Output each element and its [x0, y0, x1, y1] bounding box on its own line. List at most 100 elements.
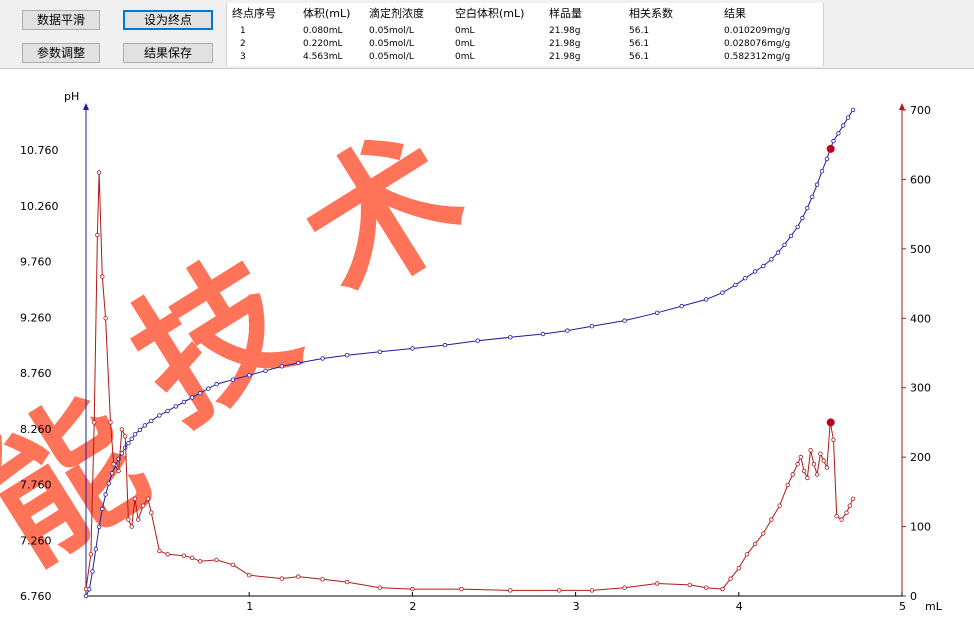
left-axis-label: pH	[64, 90, 79, 103]
ph-point	[850, 107, 856, 113]
derivative-point	[129, 524, 134, 529]
table-cell: 0.028076mg/g	[724, 39, 791, 49]
ph-point	[90, 569, 95, 574]
ph-point	[149, 418, 154, 424]
derivative-point	[230, 562, 236, 567]
smooth-data-button[interactable]: 数据平滑	[22, 10, 100, 30]
derivative-point	[108, 420, 113, 425]
x-tick-label: 1	[246, 600, 253, 613]
derivative-point	[847, 503, 852, 508]
x-tick-label: 3	[573, 600, 580, 613]
derivative-point	[197, 559, 203, 564]
x-tick-label: 2	[409, 600, 416, 613]
right-axis-arrow	[899, 103, 905, 110]
ph-point	[206, 386, 211, 391]
derivative-point	[769, 517, 774, 522]
left-axis-arrow	[83, 103, 89, 110]
ph-point	[655, 310, 660, 315]
ph-point	[100, 506, 105, 512]
derivative-point	[824, 465, 830, 470]
derivative-point	[126, 517, 131, 522]
ph-point	[377, 349, 382, 354]
right-tick-label: 700	[910, 104, 931, 117]
table-cell: 4.563mL	[303, 52, 343, 62]
ph-point	[795, 224, 800, 230]
ph-point	[197, 390, 203, 396]
table-cell: 1	[240, 26, 246, 36]
save-result-button[interactable]: 结果保存	[123, 43, 213, 63]
ph-point	[214, 381, 219, 387]
left-tick-label: 7.760	[20, 479, 52, 492]
ph-point	[800, 215, 805, 221]
table-cell: 0.010209mg/g	[724, 26, 791, 36]
ph-point	[189, 395, 195, 400]
ph-point	[733, 282, 738, 288]
ph-point	[442, 342, 448, 348]
table-cell: 2	[240, 39, 246, 49]
set-endpoint-button[interactable]: 设为终点	[123, 10, 213, 30]
titration-chart-panel: 能技术 pH 6.760 7.260 7.760 8.260 8.760 9.260 9.76…	[0, 68, 974, 639]
table-cell: 56.1	[629, 39, 650, 49]
ph-point	[540, 331, 546, 337]
ph-point	[769, 257, 774, 262]
ph-point	[775, 250, 781, 255]
watermark: 能技术	[0, 103, 494, 595]
derivative-point	[808, 448, 813, 453]
chart-series	[83, 107, 856, 599]
derivative-series-line	[85, 172, 854, 591]
derivative-point	[459, 586, 464, 592]
table-cell: 21.98g	[549, 39, 581, 49]
right-tick-label: 0	[910, 590, 917, 603]
ph-point	[165, 408, 170, 414]
table-cell: 56.1	[629, 52, 650, 62]
derivative-point	[145, 496, 151, 501]
ph-point	[841, 123, 846, 128]
table-cell: 21.98g	[549, 52, 581, 62]
ph-point	[181, 399, 187, 405]
ph-point	[845, 115, 851, 120]
table-cell: 0.220mL	[303, 39, 343, 49]
derivative-point	[798, 454, 803, 460]
ph-point	[836, 131, 841, 136]
derivative-point	[844, 510, 849, 515]
col-header-endpoint-no: 终点序号	[232, 7, 276, 20]
right-tick-label: 100	[910, 521, 931, 534]
derivative-point	[818, 451, 823, 456]
derivative-point	[814, 472, 820, 477]
derivative-point	[100, 274, 105, 279]
ph-point	[819, 168, 825, 174]
derivative-point	[777, 503, 782, 508]
ph-point	[589, 324, 595, 329]
left-tick-label: 6.760	[20, 590, 52, 603]
derivative-point	[761, 531, 766, 536]
derivative-point	[752, 541, 758, 547]
derivative-point	[132, 496, 138, 501]
derivative-point	[687, 582, 692, 588]
derivative-point	[410, 586, 415, 592]
ph-point	[109, 471, 115, 476]
table-cell: 0.582312mg/g	[724, 52, 791, 62]
left-tick-label: 8.260	[20, 423, 52, 436]
derivative-point	[116, 468, 121, 474]
ph-point	[782, 242, 787, 247]
derivative-point	[320, 577, 325, 582]
ph-point	[743, 275, 748, 281]
watermark-char: 技	[105, 228, 324, 455]
derivative-point	[91, 420, 97, 425]
left-tick-label: 9.760	[20, 256, 52, 269]
adjust-params-button[interactable]: 参数调整	[22, 43, 100, 63]
ph-point	[475, 338, 480, 343]
derivative-point	[850, 496, 856, 501]
derivative-point	[508, 588, 513, 593]
derivative-point	[157, 548, 162, 554]
derivative-point	[785, 482, 790, 488]
ph-point	[508, 335, 513, 340]
derivative-point	[189, 555, 195, 560]
ph-point	[704, 297, 709, 302]
ph-point	[679, 303, 684, 309]
right-tick-label: 200	[910, 451, 931, 464]
toolbar: 数据平滑 设为终点 参数调整 结果保存 终点序号 体积(mL) 滴定剂浓度 空白…	[0, 0, 974, 69]
endpoint-marker	[826, 418, 835, 427]
chart-axes: pH 6.760 7.260 7.760 8.260 8.760 9.260 9.760 10.…	[20, 90, 943, 613]
ph-point	[344, 353, 350, 358]
